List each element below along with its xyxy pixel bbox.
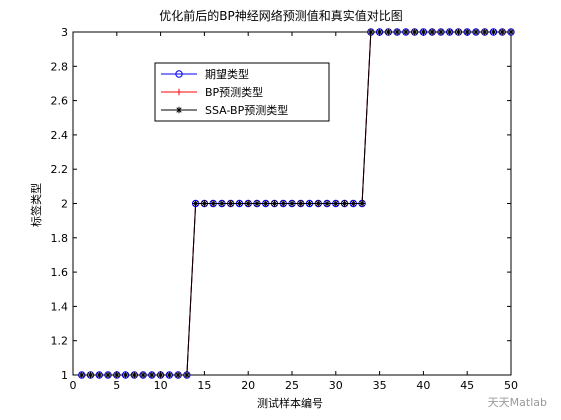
y-tick-label: 2.2 (51, 163, 69, 176)
series-2-point (358, 200, 366, 207)
series-2-point (437, 28, 445, 36)
series-2-point (218, 200, 226, 207)
series-2-point (113, 371, 120, 379)
series-2-point (306, 200, 313, 207)
series-2-point (262, 200, 269, 207)
y-tick-label: 1.6 (51, 266, 69, 279)
series-2-point (87, 371, 94, 379)
y-tick-label: 2.4 (51, 129, 69, 142)
watermark: 天天Matlab (487, 396, 547, 409)
legend-label-0: 期望类型 (205, 67, 249, 81)
y-tick-label: 1.8 (51, 232, 69, 245)
series-2-point (402, 28, 410, 36)
series-2-point (297, 200, 304, 207)
legend-marker-1 (175, 88, 183, 96)
x-tick-label: 45 (460, 379, 474, 392)
x-tick-label: 25 (285, 379, 299, 392)
series-2-point (411, 28, 418, 36)
series-2-point (78, 371, 85, 379)
y-axis-label: 标签类型 (29, 183, 43, 227)
series-2-point (332, 200, 339, 207)
series-2-point (122, 371, 129, 379)
series-2-point (201, 200, 208, 207)
legend-marker-2 (175, 106, 183, 114)
series-2-point (385, 28, 392, 36)
series-2-point (472, 28, 480, 36)
x-axis-label: 测试样本编号 (257, 396, 323, 410)
x-tick-label: 50 (504, 379, 518, 392)
series-2-point (236, 200, 243, 207)
x-tick-label: 0 (70, 379, 77, 392)
legend-label-1: BP预测类型 (205, 85, 263, 99)
series-2-point (499, 28, 506, 36)
series-2-point (104, 371, 112, 379)
x-tick-label: 20 (241, 379, 255, 392)
series-2-point (148, 371, 156, 379)
series-2-point (490, 28, 497, 36)
legend-marker-0 (175, 70, 183, 78)
x-tick-label: 35 (373, 379, 387, 392)
y-tick-label: 1.4 (51, 300, 69, 313)
series-2-point (341, 200, 348, 207)
series-2-point (481, 28, 488, 36)
series-2-point (96, 371, 103, 379)
series-2-point (455, 28, 462, 36)
series-2-point (253, 200, 261, 207)
series-2-point (192, 200, 199, 207)
series-2-point (271, 200, 278, 207)
series-2-point (350, 200, 357, 207)
series-2-point (209, 200, 217, 207)
y-tick-label: 1 (61, 369, 68, 382)
series-2-point (245, 200, 252, 207)
x-tick-label: 30 (329, 379, 343, 392)
series-2-point (166, 371, 173, 379)
series-2-point (139, 371, 147, 379)
series-2-point (507, 28, 515, 36)
series-2-point (288, 200, 296, 207)
series-2-point (420, 28, 427, 36)
x-tick-label: 10 (154, 379, 168, 392)
series-2-point (315, 200, 322, 207)
series-2-point (367, 28, 375, 36)
y-tick-label: 2 (61, 198, 68, 211)
x-tick-label: 15 (197, 379, 211, 392)
legend-label-2: SSA-BP预测类型 (205, 103, 288, 117)
series-2-point (323, 200, 331, 207)
series-2-point (446, 28, 453, 36)
chart-title: 优化前后的BP神经网络预测值和真实值对比图 (159, 8, 402, 23)
series-2-point (227, 200, 234, 207)
series-2-point (157, 371, 164, 379)
y-tick-label: 1.2 (51, 335, 69, 348)
x-tick-label: 5 (113, 379, 120, 392)
series-2-point (280, 200, 287, 207)
series-2-point (183, 371, 191, 379)
y-tick-label: 2.8 (51, 60, 69, 73)
series-2-point (131, 371, 138, 379)
series-2-point (464, 28, 471, 36)
series-2-point (174, 371, 182, 379)
series-2-point (376, 28, 383, 36)
x-tick-label: 40 (416, 379, 430, 392)
y-tick-label: 3 (61, 26, 68, 39)
series-2-point (393, 28, 401, 36)
y-tick-label: 2.6 (51, 95, 69, 108)
series-2-point (428, 28, 436, 36)
